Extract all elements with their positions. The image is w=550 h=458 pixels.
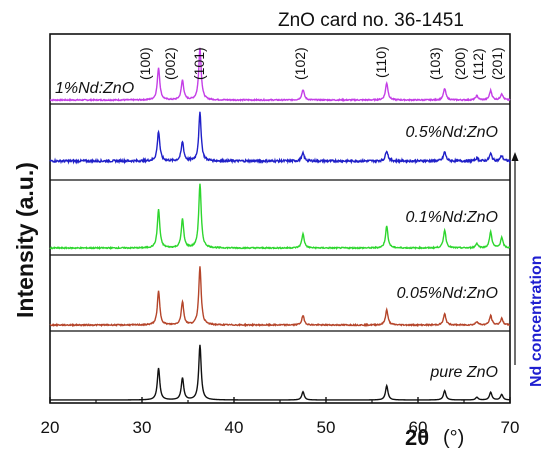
x-axis-ticks: 20 30 40 50 60 70 [41, 397, 520, 437]
reflection-label: (112) [470, 48, 486, 80]
nd-concentration-indicator: Nd concentration [511, 152, 545, 387]
series-name-label: 0.05%Nd:ZnO [397, 285, 498, 302]
y-axis-label: Intensity (a.u.) [12, 162, 38, 318]
x-tick-label: 30 [133, 418, 152, 437]
nd-concentration-label: Nd concentration [528, 255, 545, 387]
chart-title: ZnO card no. 36-1451 [278, 10, 464, 31]
series-name-label: 0.1%Nd:ZnO [406, 209, 498, 226]
reflection-label: (002) [162, 47, 178, 80]
reflection-label: (100) [137, 47, 153, 80]
series-line [50, 344, 511, 401]
x-axis-label: 2θ (°) [405, 425, 464, 450]
reflection-label: (103) [427, 47, 443, 80]
concentration-arrow-head [511, 152, 519, 161]
reflection-label: (110) [373, 46, 389, 78]
series-line [49, 111, 511, 165]
series-name-label: pure ZnO [429, 364, 498, 381]
reflection-label: (102) [292, 47, 308, 80]
series-traces [49, 47, 511, 401]
series-line [49, 47, 511, 103]
x-axis-label-main: 2θ [405, 425, 429, 450]
x-tick-label: 40 [225, 418, 244, 437]
series-labels: 1%Nd:ZnO 0.5%Nd:ZnO 0.1%Nd:ZnO 0.05%Nd:ZnO p… [55, 80, 498, 381]
panel-separators [50, 103, 510, 332]
x-tick-label: 20 [41, 418, 60, 437]
reflection-labels: (100) (002) (101) (102) (110) (103) (200) (112)… [137, 46, 505, 80]
x-axis-label-unit: (°) [443, 427, 464, 449]
reflection-label: (200) [452, 47, 468, 80]
x-tick-label: 70 [501, 418, 520, 437]
reflection-label: (101) [191, 47, 207, 80]
x-tick-label: 60 [409, 418, 428, 437]
x-tick-label: 50 [317, 418, 336, 437]
series-line [49, 183, 511, 251]
reflection-label: (201) [489, 47, 505, 80]
series-name-label: 1%Nd:ZnO [55, 80, 134, 97]
series-line [49, 266, 511, 328]
series-name-label: 0.5%Nd:ZnO [406, 124, 498, 141]
